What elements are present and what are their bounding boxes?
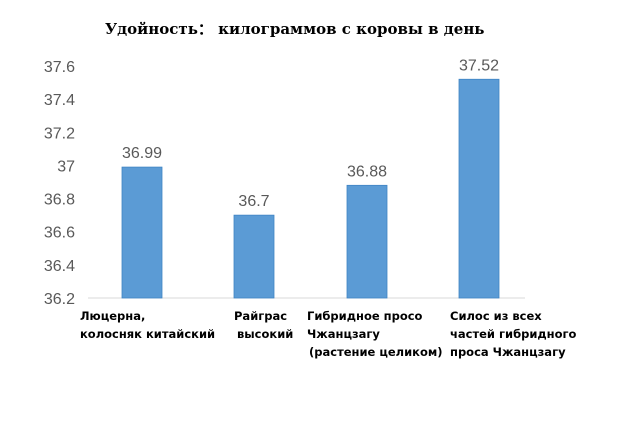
y-tick-label: 36.8 bbox=[44, 192, 75, 209]
y-tick-label: 36.4 bbox=[44, 258, 75, 275]
y-tick-label: 36.2 bbox=[44, 291, 75, 308]
category-labels: Люцерна, колосняк китайский Райграс высокий… bbox=[80, 309, 577, 359]
chart-title: Удойность： килограммов с коровы в день bbox=[105, 20, 484, 38]
bar bbox=[233, 214, 275, 299]
data-label: 36.99 bbox=[122, 145, 162, 162]
category-label: Силос из всех bbox=[450, 309, 542, 323]
bar bbox=[458, 78, 500, 299]
y-tick-label: 37 bbox=[57, 158, 75, 175]
bar bbox=[346, 184, 388, 299]
category-label: (растение целиком) bbox=[309, 345, 443, 359]
y-tick-label: 36.6 bbox=[44, 225, 75, 242]
data-labels: 36.99 36.7 36.88 37.52 bbox=[122, 57, 499, 210]
category-label: Чжанцзагу bbox=[307, 327, 380, 341]
category-label: проса Чжанцзагу bbox=[450, 345, 566, 359]
category-label: частей гибридного bbox=[450, 327, 577, 341]
data-label: 37.52 bbox=[459, 57, 499, 74]
y-tick-label: 37.2 bbox=[44, 125, 75, 142]
category-label: высокий bbox=[237, 327, 293, 341]
y-axis: 36.2 36.4 36.6 36.8 37 37.2 37.4 37.6 bbox=[44, 59, 75, 308]
data-label: 36.88 bbox=[347, 163, 387, 180]
category-label: колосняк китайский bbox=[80, 327, 215, 341]
y-tick-label: 37.4 bbox=[44, 92, 75, 109]
y-tick-label: 37.6 bbox=[44, 59, 75, 76]
data-label: 36.7 bbox=[238, 193, 269, 210]
bars bbox=[121, 78, 500, 299]
category-label: Райграс bbox=[234, 309, 287, 323]
bar bbox=[121, 166, 163, 299]
category-label: Люцерна, bbox=[80, 309, 145, 323]
category-label: Гибридное просо bbox=[307, 309, 423, 323]
